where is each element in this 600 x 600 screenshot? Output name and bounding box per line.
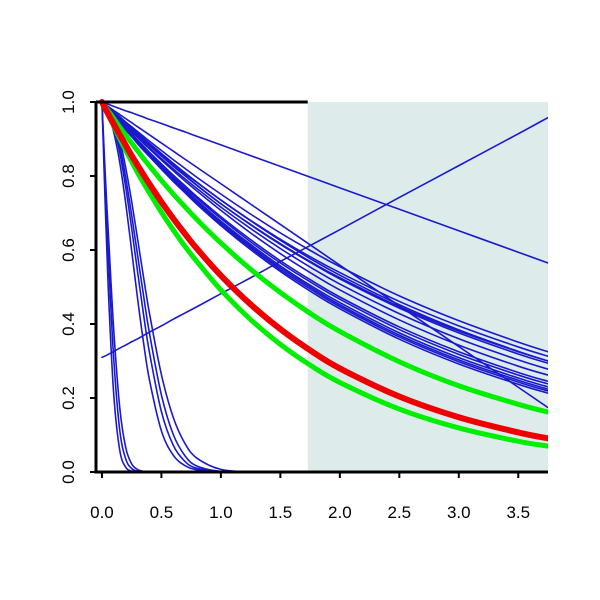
y-tick-label: 1.0	[59, 90, 78, 114]
x-tick-label: 3.0	[447, 503, 471, 522]
axes-layer: 0.0 0.5 1.0 1.5 2.0 2.5 3.0 3.5 0.0 0.2 0.4 0.6 0.8 1…	[59, 90, 548, 522]
series-line-blue-8	[101, 116, 548, 359]
series-line-blue-9	[101, 101, 548, 264]
x-tick-label: 1.5	[269, 503, 293, 522]
x-tick-label: 2.0	[328, 503, 352, 522]
y-tick-label: 0.8	[59, 164, 78, 188]
series-layer	[98, 99, 548, 473]
series-line-blue-10	[101, 101, 548, 409]
y-tick-label: 0.4	[59, 312, 78, 336]
x-tick-label: 3.5	[506, 503, 530, 522]
y-tick-label: 0.0	[59, 460, 78, 484]
series-line-red-26	[98, 99, 548, 442]
x-tick-label: 2.5	[387, 503, 411, 522]
y-tick-label: 0.2	[59, 386, 78, 410]
x-tick-label: 0.5	[150, 503, 174, 522]
series-line-green-24	[99, 99, 548, 415]
x-tick-label: 0.0	[90, 503, 114, 522]
x-tick-label: 1.0	[209, 503, 233, 522]
y-tick-label: 0.6	[59, 238, 78, 262]
